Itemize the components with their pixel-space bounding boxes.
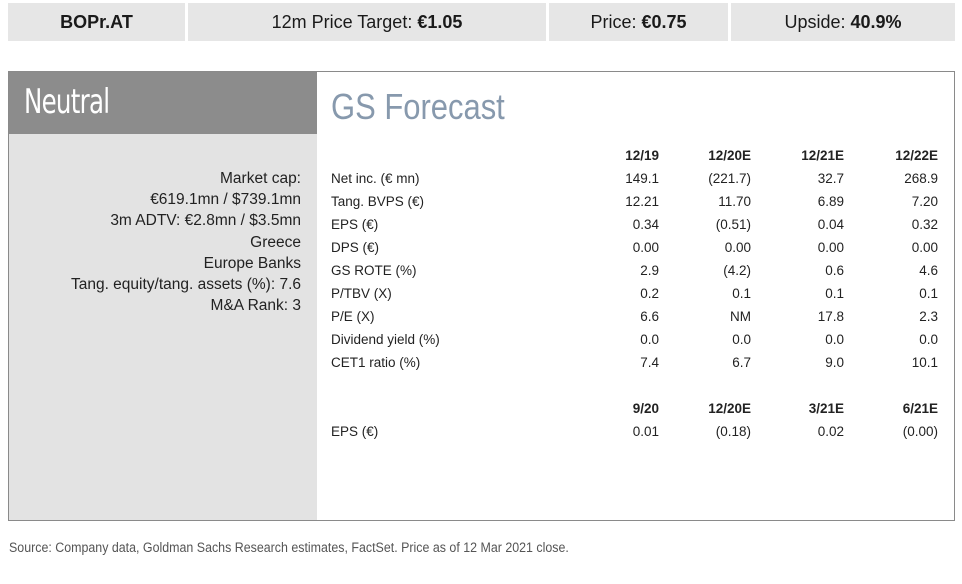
cell-value: 0.2: [640, 286, 659, 301]
column-header: 12/21E: [801, 148, 844, 163]
cell-value: 7.4: [640, 355, 659, 370]
table-row: DPS (€) 0.00 0.00 0.00 0.00: [331, 236, 938, 259]
cell-value: 11.70: [718, 194, 751, 209]
table-row: GS ROTE (%) 2.9 (4.2) 0.6 4.6: [331, 259, 938, 282]
column-header: 12/19: [625, 148, 659, 163]
cell-value: 6.89: [817, 194, 844, 209]
ticker: BOPr.AT: [8, 3, 185, 41]
cell-value: 6.6: [640, 309, 659, 324]
rating-banner: Neutral: [9, 72, 317, 134]
cell-value: 0.02: [817, 424, 844, 439]
cell-value: 268.9: [904, 171, 938, 186]
cell-value: (0.18): [715, 424, 751, 439]
column-header: 9/20: [632, 401, 659, 416]
row-label: CET1 ratio (%): [331, 355, 421, 370]
cell-value: 0.0: [640, 332, 659, 347]
table-row: CET1 ratio (%) 7.4 6.7 9.0 10.1: [331, 351, 938, 374]
row-label: P/TBV (X): [331, 286, 392, 301]
info-line: Europe Banks: [203, 254, 301, 272]
column-header: 12/20E: [708, 401, 751, 416]
table-row: Dividend yield (%) 0.0 0.0 0.0 0.0: [331, 328, 938, 351]
cell-value: 0.00: [724, 240, 751, 255]
cell-value: 0.0: [919, 332, 938, 347]
cell-value: 0.0: [825, 332, 844, 347]
cell-value: 6.7: [732, 355, 751, 370]
cell-value: (0.00): [902, 424, 938, 439]
upside-value: 40.9%: [850, 11, 902, 32]
row-label: EPS (€): [331, 424, 379, 439]
cell-value: 0.34: [632, 217, 659, 232]
info-line: Market cap:: [220, 170, 301, 187]
table-header-row: 9/20 12/20E 3/21E 6/21E: [331, 397, 938, 420]
column-header: 3/21E: [808, 401, 844, 416]
cell-value: 0.1: [732, 286, 751, 301]
cell-value: 0.01: [632, 424, 659, 439]
column-header: 12/20E: [708, 148, 751, 163]
cell-value: 0.32: [911, 217, 938, 232]
price-target-value: €1.05: [417, 11, 463, 32]
info-line: Greece: [250, 233, 301, 251]
cell-value: 32.7: [817, 171, 844, 186]
cell-value: 0.00: [817, 240, 844, 255]
cell-value: 7.20: [911, 194, 938, 209]
row-label: Tang. BVPS (€): [331, 194, 425, 209]
cell-value: 9.0: [825, 355, 844, 370]
company-info-panel: Neutral Market cap: €619.1mn / $739.1mn …: [9, 72, 317, 520]
price-target: 12m Price Target: €1.05: [188, 3, 546, 41]
cell-value: 0.04: [817, 217, 844, 232]
info-line: 3m ADTV: €2.8mn / $3.5mn: [110, 212, 301, 230]
table-row: EPS (€) 0.34 (0.51) 0.04 0.32: [331, 213, 938, 236]
row-label: P/E (X): [331, 309, 375, 324]
table-row: EPS (€) 0.01 (0.18) 0.02 (0.00): [331, 420, 938, 443]
table-row: Tang. BVPS (€) 12.21 11.70 6.89 7.20: [331, 190, 938, 213]
price-target-label: 12m Price Target:: [271, 11, 413, 32]
table-row: P/E (X) 6.6 NM 17.8 2.3: [331, 305, 938, 328]
annual-forecast-table: 12/19 12/20E 12/21E 12/22E Net inc. (€ m…: [331, 144, 938, 374]
cell-value: 10.1: [911, 355, 938, 370]
cell-value: 17.8: [817, 309, 844, 324]
cell-value: 2.9: [640, 263, 659, 278]
upside: Upside: 40.9%: [731, 3, 955, 41]
cell-value: 12.21: [625, 194, 659, 209]
table-row: Net inc. (€ mn) 149.1 (221.7) 32.7 268.9: [331, 167, 938, 190]
cell-value: 0.1: [825, 286, 844, 301]
row-label: DPS (€): [331, 240, 380, 255]
row-label: Dividend yield (%): [331, 332, 440, 347]
cell-value: 0.6: [825, 263, 844, 278]
column-header: 12/22E: [895, 148, 938, 163]
row-label: GS ROTE (%): [331, 263, 417, 278]
cell-value: 0.00: [632, 240, 659, 255]
forecast-panel: Neutral Market cap: €619.1mn / $739.1mn …: [8, 71, 955, 521]
forecast-title: GS Forecast: [331, 86, 505, 127]
cell-value: NM: [730, 309, 751, 324]
cell-value: 4.6: [919, 263, 938, 278]
company-info: Market cap: €619.1mn / $739.1mn 3m ADTV:…: [71, 168, 301, 316]
cell-value: 0.1: [919, 286, 938, 301]
ticker-text: BOPr.AT: [60, 11, 133, 32]
cell-value: (221.7): [708, 171, 751, 186]
summary-bar: BOPr.AT 12m Price Target: €1.05 Price: €…: [8, 3, 955, 41]
cell-value: 0.00: [911, 240, 938, 255]
info-line: M&A Rank: 3: [210, 297, 301, 315]
forecast-section: GS Forecast 12/19 12/20E 12/21E 12/22E N…: [317, 72, 954, 520]
row-label: Net inc. (€ mn): [331, 171, 420, 186]
row-label: EPS (€): [331, 217, 379, 232]
upside-label: Upside:: [784, 11, 846, 32]
source-note: Source: Company data, Goldman Sachs Rese…: [9, 540, 569, 555]
price: Price: €0.75: [549, 3, 728, 41]
cell-value: 0.0: [732, 332, 751, 347]
cell-value: (0.51): [715, 217, 751, 232]
info-line: €619.1mn / $739.1mn: [150, 191, 301, 209]
price-label: Price:: [590, 11, 637, 32]
quarterly-forecast-table: 9/20 12/20E 3/21E 6/21E EPS (€) 0.01 (0.…: [331, 397, 938, 443]
info-line: Tang. equity/tang. assets (%): 7.6: [70, 276, 301, 294]
cell-value: 149.1: [625, 171, 659, 186]
cell-value: (4.2): [723, 263, 751, 278]
table-row: P/TBV (X) 0.2 0.1 0.1 0.1: [331, 282, 938, 305]
cell-value: 2.3: [919, 309, 938, 324]
rating-text: Neutral: [24, 82, 110, 122]
price-value: €0.75: [641, 11, 687, 32]
table-header-row: 12/19 12/20E 12/21E 12/22E: [331, 144, 938, 167]
column-header: 6/21E: [902, 401, 938, 416]
